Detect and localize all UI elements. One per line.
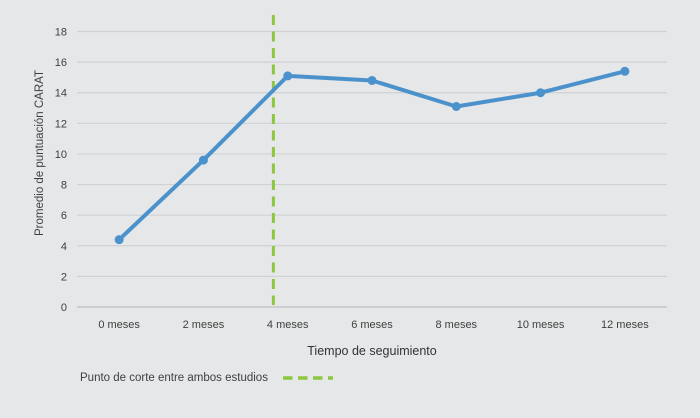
- y-tick-label: 18: [55, 27, 67, 39]
- y-tick-label: 16: [55, 57, 67, 69]
- legend: Punto de corte entre ambos estudios: [80, 372, 334, 384]
- y-tick-label: 12: [55, 118, 67, 130]
- x-tick-label: 10 meses: [517, 319, 565, 331]
- legend-label: Punto de corte entre ambos estudios: [80, 372, 268, 384]
- x-axis-title: Tiempo de seguimiento: [307, 344, 437, 358]
- y-tick-label: 10: [55, 149, 67, 161]
- data-point: [451, 101, 461, 111]
- y-tick-label: 2: [61, 271, 67, 283]
- data-point: [198, 155, 208, 165]
- data-point: [367, 75, 377, 85]
- y-tick-label: 4: [61, 241, 67, 253]
- x-tick-label: 0 meses: [98, 319, 140, 331]
- y-tick-label: 0: [61, 302, 67, 314]
- series-line: [117, 69, 627, 242]
- x-tick-label: 8 meses: [435, 319, 477, 331]
- data-point: [536, 88, 546, 98]
- legend-dashed-line-icon: [282, 376, 333, 380]
- data-point: [114, 235, 124, 245]
- y-tick-label: 6: [61, 210, 67, 222]
- x-tick-label: 4 meses: [267, 319, 309, 331]
- y-tick-label: 14: [55, 88, 67, 100]
- y-tick-label: 8: [61, 180, 67, 192]
- x-tick-label: 6 meses: [351, 319, 393, 331]
- x-tick-label: 12 meses: [601, 319, 649, 331]
- data-point: [283, 71, 293, 81]
- y-axis-title: Promedio de puntuación CARAT: [34, 70, 46, 236]
- data-point: [620, 66, 630, 76]
- x-tick-label: 2 meses: [183, 319, 225, 331]
